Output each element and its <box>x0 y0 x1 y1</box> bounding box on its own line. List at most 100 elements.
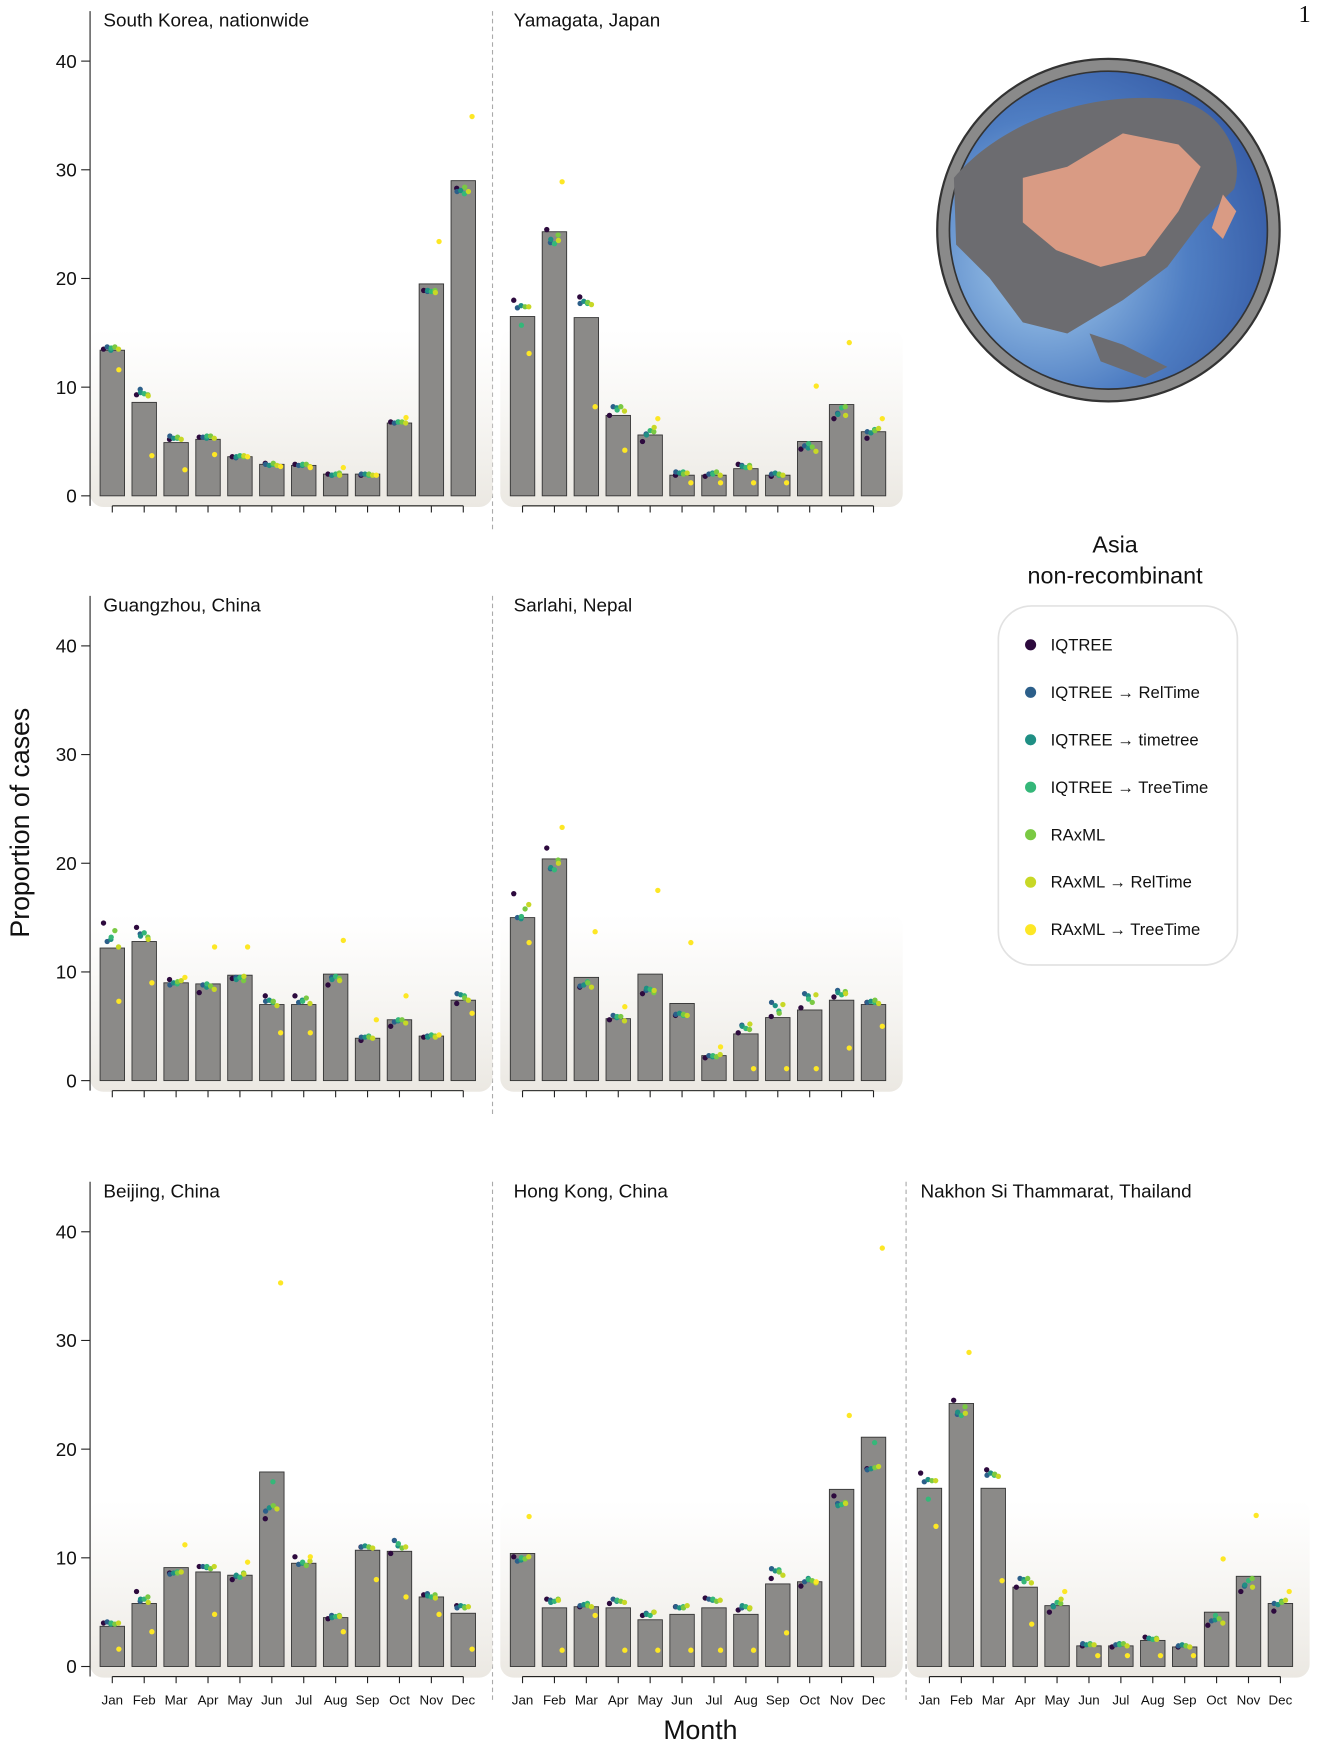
method-dot <box>145 1594 151 1600</box>
bar <box>1012 1586 1038 1667</box>
method-dot <box>1028 1580 1035 1586</box>
method-dot <box>526 939 532 946</box>
method-dot <box>868 430 874 436</box>
method-dot <box>801 1579 808 1585</box>
legend-swatch <box>1025 734 1037 746</box>
method-dot <box>262 1508 269 1514</box>
method-dot <box>373 472 380 478</box>
x-tick-label: Mar <box>165 1692 189 1707</box>
method-dot <box>196 434 202 440</box>
method-dot <box>395 1541 402 1547</box>
x-tick-label: Dec <box>451 1692 475 1707</box>
method-dot <box>462 184 468 190</box>
method-dot <box>606 412 613 419</box>
method-dot <box>211 435 217 441</box>
bar <box>828 1488 855 1667</box>
x-tick-label: Oct <box>389 1692 410 1707</box>
method-dot <box>141 930 147 936</box>
method-dot <box>1282 1597 1289 1603</box>
y-tick-label: 40 <box>56 637 77 658</box>
method-dot <box>717 480 724 486</box>
method-dot <box>511 297 517 303</box>
legend-label: RAxML → TreeTime <box>1051 920 1201 939</box>
bar <box>541 858 568 1082</box>
method-dot <box>846 339 852 346</box>
method-dot <box>747 464 753 471</box>
y-tick-label: 20 <box>56 269 77 290</box>
bar <box>765 1017 791 1082</box>
method-dot <box>522 304 528 310</box>
method-dot <box>182 467 188 473</box>
method-dot <box>182 1542 188 1548</box>
method-dot <box>1050 1604 1057 1610</box>
method-dot <box>465 188 472 195</box>
method-dot <box>831 1493 837 1499</box>
panel-title: Guangzhou, China <box>103 595 261 616</box>
panel-title: Sarlahi, Nepal <box>514 595 633 616</box>
method-dot <box>518 302 524 309</box>
bar <box>131 941 157 1082</box>
x-tick-label: Jul <box>295 1692 312 1707</box>
method-dot <box>274 1002 280 1009</box>
method-dot <box>555 1597 562 1603</box>
method-dot <box>178 977 184 984</box>
x-tick-label: Aug <box>1141 1692 1165 1707</box>
method-dot <box>647 1612 653 1619</box>
x-tick-label: Jun <box>261 1692 283 1707</box>
method-dot <box>622 447 628 453</box>
method-dot <box>966 1349 972 1356</box>
bar <box>605 1018 631 1082</box>
method-dot <box>1249 1584 1256 1590</box>
panel-title: Beijing, China <box>103 1181 220 1202</box>
method-dot <box>403 420 409 426</box>
bar <box>227 456 253 497</box>
method-dot <box>651 429 657 435</box>
method-dot <box>115 944 122 950</box>
y-tick-label: 40 <box>56 52 77 73</box>
method-dot <box>403 993 409 999</box>
method-dot <box>747 1605 753 1611</box>
method-dot <box>116 367 122 373</box>
legend-swatch <box>1025 639 1037 651</box>
method-dot <box>307 1554 313 1560</box>
method-dot <box>621 408 628 414</box>
method-dot <box>436 1611 442 1618</box>
method-dot <box>196 989 202 996</box>
method-dot <box>614 1013 620 1020</box>
bar <box>163 982 189 1082</box>
panel-title: Nakhon Si Thammarat, Thailand <box>921 1181 1192 1202</box>
method-dot <box>1062 1588 1068 1595</box>
method-dot <box>241 1571 247 1577</box>
bar <box>541 231 568 497</box>
y-tick-label: 30 <box>56 160 77 181</box>
panel-title: Yamagata, Japan <box>514 11 661 32</box>
method-dot <box>875 425 882 432</box>
method-dot <box>1013 1584 1020 1590</box>
method-dot <box>622 1647 628 1653</box>
x-tick-label: Sep <box>1173 1692 1197 1707</box>
method-dot <box>622 1004 628 1010</box>
panel-title: Hong Kong, China <box>514 1181 669 1202</box>
method-dot <box>465 997 472 1003</box>
method-dot <box>621 1599 628 1606</box>
method-dot <box>403 1594 409 1600</box>
method-dot <box>606 1600 613 1607</box>
method-dot <box>772 1002 778 1009</box>
method-dot <box>277 1280 284 1286</box>
method-dot <box>805 441 812 447</box>
bar <box>291 1562 317 1667</box>
method-dot <box>717 1051 723 1058</box>
method-dot <box>454 1000 460 1007</box>
method-dot <box>469 113 475 120</box>
method-dot <box>805 996 812 1002</box>
x-tick-label: Jul <box>705 1692 722 1707</box>
method-dot <box>588 984 595 990</box>
method-dot <box>469 1010 475 1016</box>
method-dot <box>783 1065 790 1072</box>
method-dot <box>1029 1621 1035 1627</box>
method-dot <box>211 451 218 458</box>
method-dot <box>336 472 343 478</box>
method-dot <box>872 997 878 1003</box>
method-dot <box>170 435 177 441</box>
method-dot <box>842 991 849 997</box>
